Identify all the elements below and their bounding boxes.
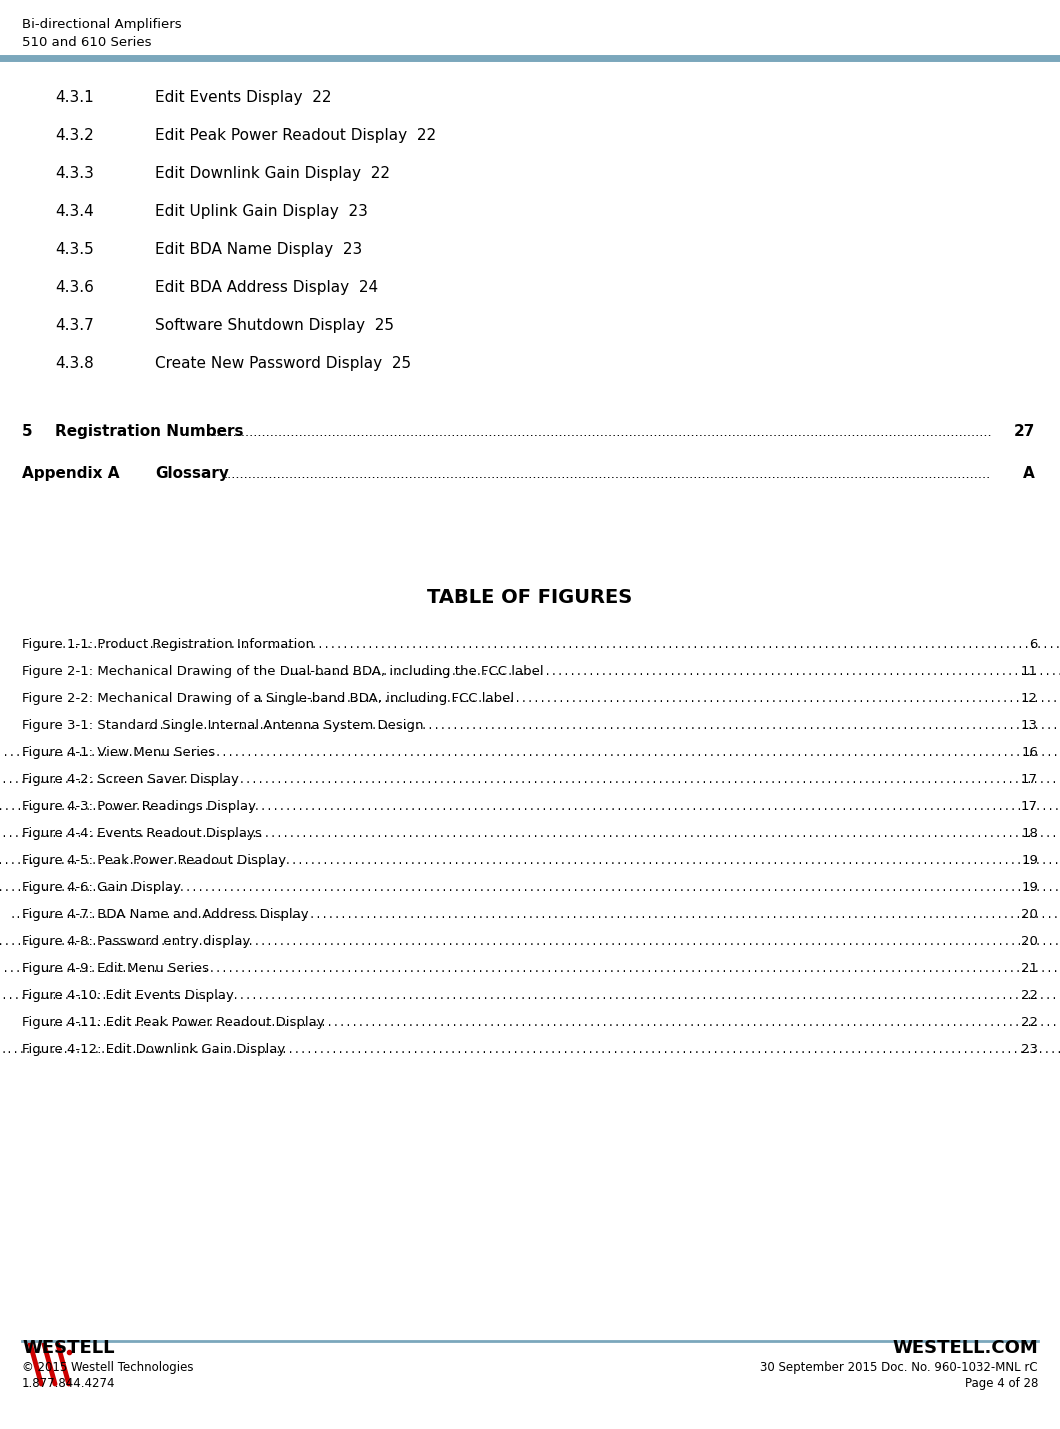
Text: Edit Downlink Gain Display  22: Edit Downlink Gain Display 22: [155, 166, 390, 181]
Text: 12: 12: [1021, 692, 1038, 704]
Text: 16: 16: [1021, 746, 1038, 759]
Text: ................................................................................: ........................................…: [10, 910, 1060, 920]
Text: Page 4 of 28: Page 4 of 28: [965, 1378, 1038, 1390]
Text: 30 September 2015 Doc. No. 960-1032-MNL rC: 30 September 2015 Doc. No. 960-1032-MNL …: [760, 1360, 1038, 1375]
Text: 4.3.6: 4.3.6: [55, 280, 94, 294]
Text: 4.3.5: 4.3.5: [55, 242, 93, 257]
Text: Appendix A: Appendix A: [22, 466, 120, 482]
Text: Figure 4-9: Edit Menu Series: Figure 4-9: Edit Menu Series: [22, 962, 209, 975]
Text: WESTELL: WESTELL: [22, 1339, 114, 1358]
Text: Figure 4-2: Screen Saver Display: Figure 4-2: Screen Saver Display: [22, 773, 238, 786]
Text: ................................................................................: ........................................…: [146, 722, 1060, 732]
Text: 18: 18: [1021, 827, 1038, 840]
Text: ................................................................................: ........................................…: [0, 802, 1060, 812]
Text: Edit Peak Power Readout Display  22: Edit Peak Power Readout Display 22: [155, 129, 436, 143]
Text: 19: 19: [1021, 855, 1038, 867]
Text: 17: 17: [1021, 800, 1038, 813]
Text: Figure 4-10: Edit Events Display: Figure 4-10: Edit Events Display: [22, 989, 234, 1002]
Text: Figure 4-11: Edit Peak Power Readout Display: Figure 4-11: Edit Peak Power Readout Dis…: [22, 1016, 324, 1029]
Text: 4.3.1: 4.3.1: [55, 90, 93, 104]
Text: ................................................................................: ........................................…: [0, 829, 1060, 839]
Text: 5: 5: [22, 424, 33, 439]
Text: ................................................................................: ........................................…: [0, 965, 1060, 975]
Text: © 2015 Westell Technologies: © 2015 Westell Technologies: [22, 1360, 194, 1375]
Text: 1.877.844.4274: 1.877.844.4274: [22, 1378, 116, 1390]
Text: ................................................................................: ........................................…: [213, 426, 992, 439]
Text: Figure 4-5: Peak Power Readout Display: Figure 4-5: Peak Power Readout Display: [22, 855, 286, 867]
Text: 4.3.3: 4.3.3: [55, 166, 94, 181]
Text: 27: 27: [1013, 424, 1035, 439]
Text: A: A: [1023, 466, 1035, 482]
Text: ................................................................................: ........................................…: [283, 667, 1060, 677]
Text: ................................................................................: ........................................…: [0, 883, 1060, 893]
Text: Glossary: Glossary: [155, 466, 229, 482]
Text: 510 and 610 Series: 510 and 610 Series: [22, 36, 152, 49]
Text: Figure 4-7: BDA Name and Address Display: Figure 4-7: BDA Name and Address Display: [22, 907, 308, 922]
Text: ................................................................................: ........................................…: [40, 1017, 1060, 1027]
Text: 20: 20: [1021, 935, 1038, 947]
Text: Bi-directional Amplifiers: Bi-directional Amplifiers: [22, 19, 181, 31]
Text: 11: 11: [1021, 664, 1038, 677]
Text: 4.3.7: 4.3.7: [55, 319, 93, 333]
Text: ................................................................................: ........................................…: [252, 694, 1060, 704]
Text: Software Shutdown Display  25: Software Shutdown Display 25: [155, 319, 394, 333]
Text: ................................................................................: ........................................…: [37, 640, 1060, 650]
Text: 4.3.2: 4.3.2: [55, 129, 93, 143]
Text: ................................................................................: ........................................…: [0, 856, 1060, 866]
Text: 19: 19: [1021, 882, 1038, 895]
Text: Figure 4-6: Gain Display: Figure 4-6: Gain Display: [22, 882, 181, 895]
Text: Registration Numbers: Registration Numbers: [55, 424, 244, 439]
Text: ................................................................................: ........................................…: [0, 1045, 1060, 1055]
Text: 17: 17: [1021, 773, 1038, 786]
Text: WESTELL.COM: WESTELL.COM: [893, 1339, 1038, 1358]
Text: Figure 4-3: Power Readings Display: Figure 4-3: Power Readings Display: [22, 800, 257, 813]
Text: Figure 1-1: Product Registration Information: Figure 1-1: Product Registration Informa…: [22, 637, 314, 652]
Text: 22: 22: [1021, 1016, 1038, 1029]
Text: Figure 4-12: Edit Downlink Gain Display: Figure 4-12: Edit Downlink Gain Display: [22, 1043, 285, 1056]
Text: ................................................................................: ........................................…: [0, 990, 1060, 1000]
Text: TABLE OF FIGURES: TABLE OF FIGURES: [427, 587, 633, 607]
Text: Figure 4-8: Password entry display: Figure 4-8: Password entry display: [22, 935, 250, 947]
Text: 6: 6: [1029, 637, 1038, 652]
Text: 20: 20: [1021, 907, 1038, 922]
Text: 21: 21: [1021, 962, 1038, 975]
Text: Edit Uplink Gain Display  23: Edit Uplink Gain Display 23: [155, 204, 368, 219]
Text: 13: 13: [1021, 719, 1038, 732]
Text: 23: 23: [1021, 1043, 1038, 1056]
Text: ................................................................................: ........................................…: [0, 775, 1060, 785]
Text: Figure 2-1: Mechanical Drawing of the Dual-band BDA, including the FCC label: Figure 2-1: Mechanical Drawing of the Du…: [22, 664, 544, 677]
Text: ................................................................................: ........................................…: [0, 747, 1060, 757]
Text: Figure 4-1: View Menu Series: Figure 4-1: View Menu Series: [22, 746, 215, 759]
Text: Edit Events Display  22: Edit Events Display 22: [155, 90, 332, 104]
Text: ................................................................................: ........................................…: [0, 937, 1060, 947]
Text: Create New Password Display  25: Create New Password Display 25: [155, 356, 411, 372]
Text: 4.3.4: 4.3.4: [55, 204, 93, 219]
Text: Figure 2-2: Mechanical Drawing of a Single-band BDA, including FCC label: Figure 2-2: Mechanical Drawing of a Sing…: [22, 692, 514, 704]
Text: Figure 3-1: Standard Single Internal Antenna System Design: Figure 3-1: Standard Single Internal Ant…: [22, 719, 424, 732]
Text: ................................................................................: ........................................…: [224, 469, 991, 482]
Text: 22: 22: [1021, 989, 1038, 1002]
Text: Figure 4-4: Events Readout Displays: Figure 4-4: Events Readout Displays: [22, 827, 262, 840]
Text: Edit BDA Address Display  24: Edit BDA Address Display 24: [155, 280, 378, 294]
Text: Edit BDA Name Display  23: Edit BDA Name Display 23: [155, 242, 363, 257]
Text: 4.3.8: 4.3.8: [55, 356, 93, 372]
